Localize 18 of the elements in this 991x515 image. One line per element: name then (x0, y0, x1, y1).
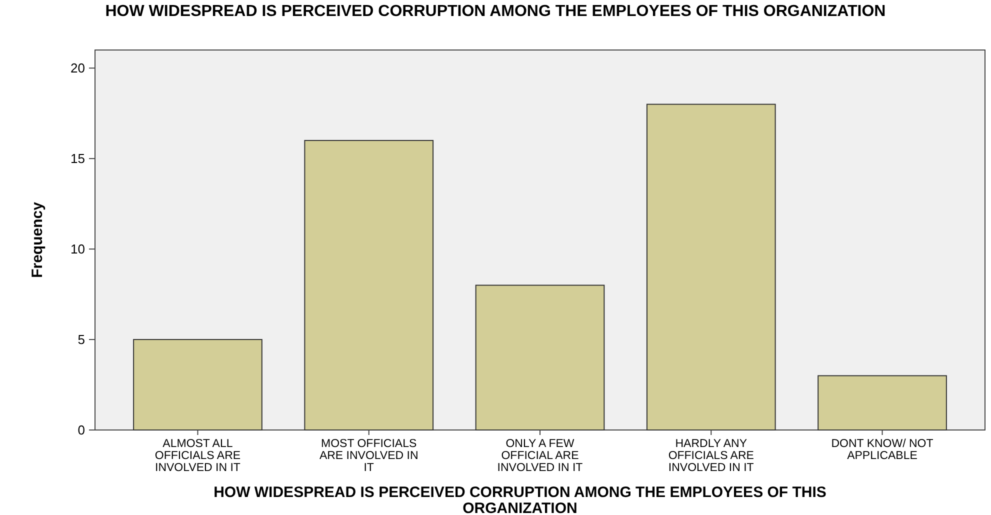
y-tick-label: 0 (78, 422, 85, 438)
x-tick-label: MOST OFFICIALS ARE INVOLVED IN IT (319, 438, 418, 474)
x-tick-label: DONT KNOW/ NOT APPLICABLE (831, 438, 934, 462)
x-axis-title: HOW WIDESPREAD IS PERCEIVED CORRUPTION AMONG THE EMPLOYEES OF THIS ORGANIZATION (214, 484, 826, 515)
y-tick-label: 15 (70, 151, 85, 166)
chart-title: HOW WIDESPREAD IS PERCEIVED CORRUPTION AMONG THE EMPLOYEES OF THIS ORGANIZATION (105, 3, 886, 20)
x-tick-label: ALMOST ALL OFFICIALS ARE INVOLVED IN IT (154, 438, 241, 474)
bar (475, 284, 605, 430)
y-tick-label: 20 (70, 60, 85, 76)
y-tick-label: 5 (78, 332, 85, 348)
y-axis-title: Frequency (29, 201, 46, 278)
x-tick-label: ONLY A FEW OFFICIAL ARE INVOLVED IN IT (497, 438, 583, 474)
y-tick-label: 10 (70, 242, 85, 257)
bar (818, 375, 947, 430)
x-tick-label: HARDLY ANY OFFICIALS ARE INVOLVED IN IT (668, 438, 754, 474)
bar (304, 140, 434, 430)
bar (646, 104, 776, 430)
bar (133, 339, 262, 430)
